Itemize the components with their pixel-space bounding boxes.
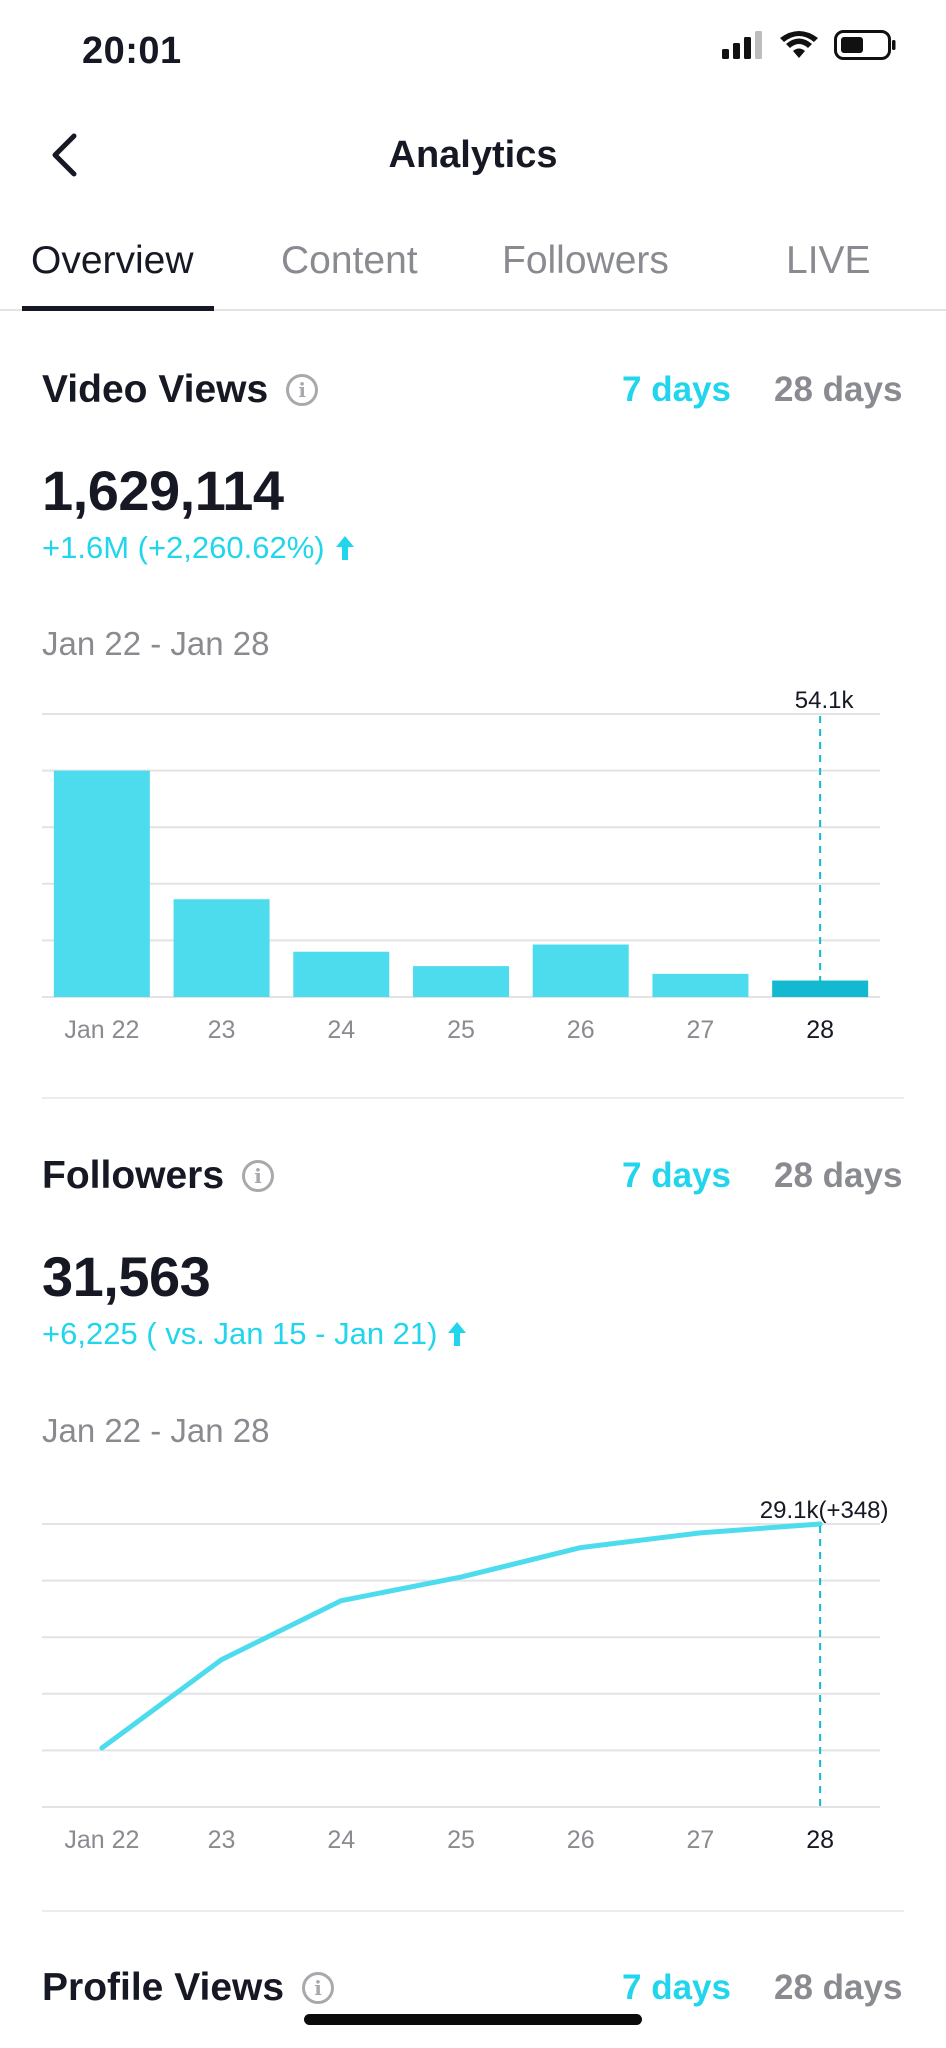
bar: [532, 944, 629, 997]
x-tick-label: 24: [327, 1016, 355, 1044]
bar: [652, 973, 749, 997]
info-icon[interactable]: i: [302, 1972, 335, 2004]
video-views-delta-text: +1.6M (+2,260.62%): [42, 530, 325, 565]
followers-7-days-button[interactable]: 7 days: [622, 1156, 731, 1195]
followers-delta-text: +6,225 ( vs. Jan 15 - Jan 21): [42, 1316, 438, 1351]
x-tick-label: 26: [567, 1016, 595, 1044]
followers-28-days-button[interactable]: 28 days: [774, 1156, 903, 1195]
arrow-up-icon: [335, 536, 354, 560]
bar: [772, 980, 869, 997]
tooltip-value: 54.1k: [795, 687, 855, 714]
x-tick-label: 24: [327, 1826, 355, 1854]
wifi-icon: [780, 31, 818, 58]
followers-title-text: Followers: [42, 1154, 225, 1197]
info-icon[interactable]: i: [286, 374, 319, 406]
nav-bar: Analytics: [0, 110, 946, 200]
home-indicator: [304, 2014, 642, 2025]
signal-icon: [722, 31, 762, 59]
tab-live[interactable]: LIVE: [786, 239, 871, 282]
tooltip-value: 29.1k(+348): [760, 1497, 889, 1524]
series-line: [99, 1521, 823, 1751]
x-tick-label: 23: [208, 1826, 236, 1854]
x-tick-label: 27: [687, 1016, 715, 1044]
page-title: Analytics: [388, 134, 558, 176]
followers-date-range: Jan 22 - Jan 28: [42, 1412, 270, 1449]
tab-bar: Overview Content Followers LIVE: [0, 225, 946, 311]
status-icons: [722, 30, 896, 60]
tab-overview[interactable]: Overview: [31, 239, 194, 282]
x-tick-label: Jan 22: [64, 1826, 139, 1854]
video-views-title: Video Views i: [42, 368, 319, 412]
x-tick-label: 28: [806, 1826, 834, 1854]
section-divider: [42, 1910, 904, 1912]
x-tick-label: 23: [208, 1016, 236, 1044]
followers-delta: +6,225 ( vs. Jan 15 - Jan 21): [42, 1316, 467, 1352]
profile-views-title: Profile Views i: [42, 1966, 335, 2010]
x-tick-label: 27: [687, 1826, 715, 1854]
x-tick-label: 25: [447, 1826, 475, 1854]
bar: [173, 899, 270, 997]
tab-followers[interactable]: Followers: [502, 239, 669, 282]
video-views-title-text: Video Views: [42, 368, 269, 411]
status-bar: 20:01: [0, 0, 946, 100]
profile-views-7-days-button[interactable]: 7 days: [622, 1968, 731, 2007]
chevron-left-icon: [52, 133, 77, 177]
profile-views-title-text: Profile Views: [42, 1966, 285, 2009]
x-tick-label: Jan 22: [64, 1016, 139, 1044]
video-views-date-range: Jan 22 - Jan 28: [42, 625, 270, 662]
section-divider: [42, 1097, 904, 1099]
tab-content[interactable]: Content: [281, 239, 418, 282]
back-button[interactable]: [40, 130, 90, 180]
x-tick-label: 28: [806, 1016, 834, 1044]
video-views-delta: +1.6M (+2,260.62%): [42, 530, 355, 566]
video-views-28-days-button[interactable]: 28 days: [774, 370, 903, 409]
followers-total: 31,563: [42, 1245, 211, 1308]
profile-views-28-days-button[interactable]: 28 days: [774, 1968, 903, 2007]
video-views-total: 1,629,114: [42, 459, 284, 522]
video-views-7-days-button[interactable]: 7 days: [622, 370, 731, 409]
status-time: 20:01: [82, 30, 182, 72]
x-tick-label: 26: [567, 1826, 595, 1854]
video-views-bar-chart: 54.1k Jan 22 23 24 25 26 27 28: [42, 687, 880, 1044]
battery-icon: [834, 30, 896, 60]
bar: [53, 770, 150, 997]
arrow-up-icon: [448, 1322, 467, 1346]
active-tab-indicator: [22, 306, 214, 311]
x-tick-label: 25: [447, 1016, 475, 1044]
followers-line-chart: 29.1k(+348) Jan 22 23 24 25 26 27 28: [42, 1497, 889, 1854]
bar: [413, 966, 509, 997]
info-icon[interactable]: i: [242, 1160, 275, 1192]
bar: [293, 951, 390, 997]
followers-title: Followers i: [42, 1154, 275, 1198]
